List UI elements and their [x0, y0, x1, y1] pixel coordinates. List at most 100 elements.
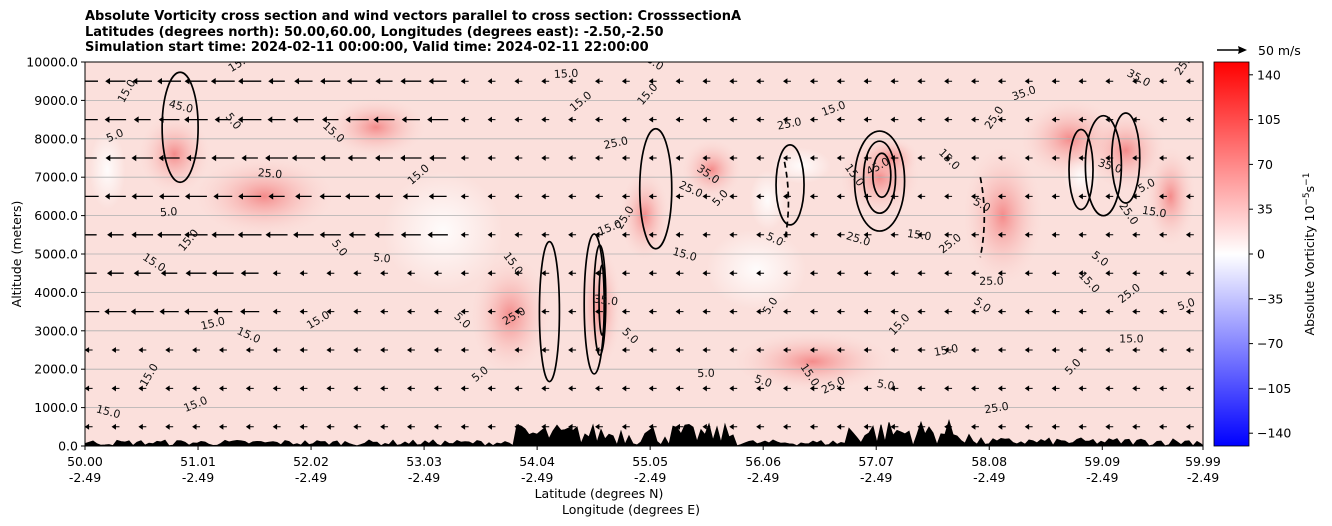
wind-vector-78 — [1051, 385, 1060, 392]
colorbar-tick-label-6: −70 — [1257, 336, 1283, 351]
low-vorticity-area-2 — [749, 170, 786, 231]
high-vorticity-area-6 — [1085, 110, 1166, 191]
wind-vector-200 — [944, 270, 953, 277]
wind-vector-377 — [1185, 116, 1194, 123]
wind-vector-181 — [433, 270, 442, 277]
wind-vector-140 — [460, 308, 469, 315]
wind-vector-25 — [756, 423, 765, 430]
wind-vector-419 — [1185, 78, 1194, 85]
wind-vectors — [85, 77, 1194, 430]
wind-vector-213 — [157, 231, 182, 239]
wind-vector-97 — [433, 347, 442, 353]
wind-vector-354 — [568, 116, 577, 123]
wind-vector-358 — [675, 116, 684, 123]
wind-vector-290 — [1105, 193, 1114, 200]
wind-vector-335 — [1185, 155, 1194, 161]
wind-vector-201 — [971, 270, 979, 277]
wind-vector-50 — [299, 385, 308, 392]
wind-vector-209 — [1185, 270, 1194, 277]
wind-vector-231 — [648, 231, 657, 238]
wind-vector-96 — [407, 347, 415, 353]
wind-vector-57 — [487, 385, 496, 392]
wind-vector-217 — [265, 231, 288, 239]
wind-vector-130 — [184, 308, 208, 315]
wind-vector-399 — [648, 78, 657, 85]
wind-vector-256 — [184, 193, 207, 200]
wind-vector-62 — [621, 385, 630, 392]
wind-vector-364 — [836, 116, 845, 123]
wind-vector-404 — [783, 78, 791, 85]
wind-vector-137 — [380, 308, 389, 315]
wind-vector-43 — [111, 385, 120, 392]
wind-vector-125 — [1185, 347, 1194, 353]
wind-vector-157 — [917, 308, 926, 315]
wind-vector-175 — [272, 270, 281, 277]
wind-vector-374 — [1105, 116, 1114, 123]
wind-vector-99 — [487, 347, 496, 353]
wind-vector-65 — [702, 385, 711, 392]
wind-vector-414 — [1051, 78, 1060, 85]
low-vorticity-area-4 — [383, 170, 504, 291]
wind-vector-21 — [648, 423, 657, 430]
wind-vector-348 — [401, 116, 420, 123]
contour-label-24: 25.0 — [603, 134, 630, 152]
wind-vector-193 — [756, 270, 765, 277]
wind-vector-111 — [809, 347, 818, 353]
wind-vector-53 — [380, 385, 389, 392]
wind-vector-245 — [1024, 231, 1033, 238]
wind-vector-188 — [621, 270, 630, 277]
wind-vector-116 — [944, 347, 953, 353]
wind-vector-122 — [1105, 347, 1114, 353]
wind-vector-366 — [890, 116, 899, 123]
wind-vector-10 — [353, 423, 362, 430]
wind-vector-83 — [1185, 385, 1194, 392]
wind-vector-18 — [568, 423, 577, 430]
x-tick-lon-label-8: -2.49 — [973, 470, 1005, 485]
wind-vector-235 — [756, 231, 765, 238]
wind-vector-251 — [1185, 231, 1194, 238]
wind-vector-105 — [648, 347, 657, 353]
wind-vector-113 — [863, 347, 872, 353]
wind-vector-134 — [299, 308, 308, 315]
wind-vector-408 — [890, 78, 899, 85]
contour-negative-1 — [979, 177, 986, 258]
wind-vector-353 — [541, 116, 550, 123]
wind-vector-304 — [347, 154, 367, 162]
wind-vector-80 — [1105, 385, 1114, 392]
wind-vector-384 — [238, 77, 262, 85]
wind-vector-259 — [268, 193, 285, 200]
wind-vector-216 — [237, 231, 262, 239]
wind-vector-394 — [514, 78, 523, 85]
wind-vector-92 — [299, 347, 308, 353]
wind-vector-33 — [971, 423, 979, 430]
contour-label-8: 5.0 — [160, 205, 178, 219]
wind-vector-320 — [783, 155, 791, 161]
wind-vector-168 — [85, 269, 97, 277]
wind-vector-115 — [917, 347, 926, 353]
wind-vector-234 — [729, 231, 738, 238]
chart-title: Absolute Vorticity cross section and win… — [85, 9, 741, 56]
wind-vector-224 — [460, 231, 469, 238]
wind-vector-52 — [353, 385, 362, 392]
y-tick-label-0: 0.0 — [58, 439, 78, 454]
wind-vector-197 — [863, 270, 872, 277]
wind-vector-100 — [514, 347, 523, 353]
wind-vector-237 — [809, 231, 818, 238]
wind-vector-341 — [214, 116, 231, 123]
wind-vector-189 — [648, 270, 657, 277]
wind-vector-163 — [1078, 308, 1087, 315]
wind-vector-71 — [863, 385, 872, 392]
wind-vector-46 — [192, 385, 201, 392]
wind-vector-403 — [756, 78, 765, 85]
wind-vector-390 — [400, 77, 422, 85]
wind-vector-76 — [997, 385, 1006, 392]
wind-vector-98 — [460, 347, 469, 353]
wind-vector-139 — [433, 308, 442, 315]
wind-vector-84 — [85, 347, 93, 353]
wind-vector-12 — [407, 423, 415, 430]
wind-vector-228 — [568, 231, 577, 238]
contour-label-2: 45.0 — [168, 97, 195, 116]
contour-closed-3 — [598, 264, 606, 336]
contour-closed-12 — [638, 127, 673, 250]
wind-vector-5 — [218, 423, 227, 430]
